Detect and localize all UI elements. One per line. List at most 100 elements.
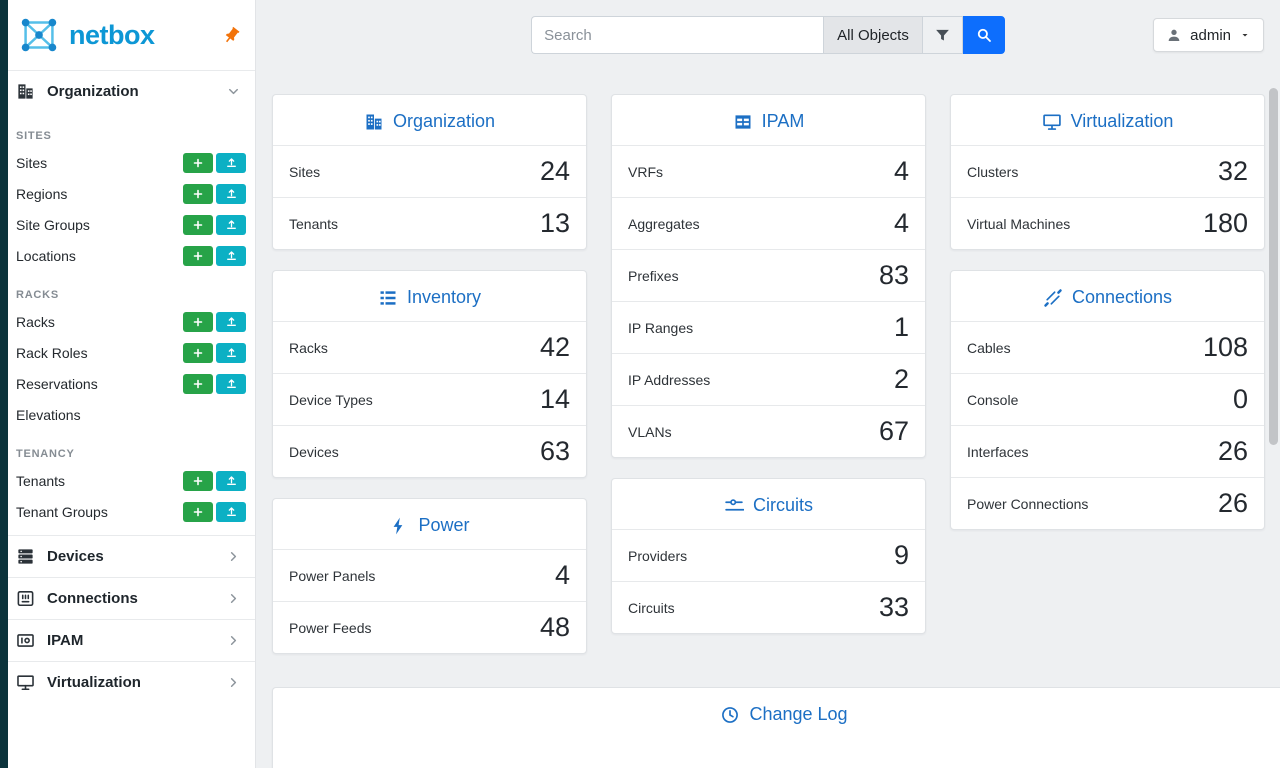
stat-label[interactable]: Tenants — [289, 215, 339, 232]
add-button[interactable] — [183, 501, 213, 522]
import-button[interactable] — [216, 311, 246, 332]
import-button[interactable] — [216, 183, 246, 204]
item-label[interactable]: Racks — [16, 313, 55, 330]
stat-value[interactable]: 9 — [893, 540, 909, 570]
stat-label[interactable]: VRFs — [628, 163, 663, 180]
item-label[interactable]: Rack Roles — [16, 344, 88, 361]
filter-button[interactable] — [922, 16, 963, 54]
stat-value[interactable]: 32 — [1217, 156, 1248, 186]
stat-label[interactable]: Prefixes — [628, 267, 679, 284]
stat-value[interactable]: 24 — [539, 156, 570, 186]
item-label[interactable]: Sites — [16, 154, 48, 171]
search-scope-button[interactable]: All Objects — [823, 16, 923, 54]
stat-label[interactable]: IP Addresses — [628, 371, 711, 388]
stat-label[interactable]: Console — [967, 391, 1019, 408]
stat-value[interactable]: 4 — [893, 156, 909, 186]
item-label[interactable]: Regions — [16, 185, 68, 202]
sidebar-section-organization[interactable]: Organization — [0, 70, 255, 112]
plus-icon — [192, 250, 204, 262]
import-button[interactable] — [216, 214, 246, 235]
add-button[interactable] — [183, 183, 213, 204]
stat-label[interactable]: Providers — [628, 547, 688, 564]
pin-icon[interactable] — [218, 22, 245, 49]
stat-value[interactable]: 67 — [878, 416, 909, 446]
stat-label[interactable]: Aggregates — [628, 215, 700, 232]
stat-label[interactable]: Power Connections — [967, 495, 1089, 512]
logo-text[interactable]: netbox — [69, 19, 155, 50]
stat-value[interactable]: 0 — [1232, 384, 1248, 414]
stat-value[interactable]: 4 — [554, 560, 570, 590]
plus-icon — [192, 347, 204, 359]
stat-value[interactable]: 42 — [539, 332, 570, 362]
stat-value[interactable]: 108 — [1202, 332, 1248, 362]
sidebar-section-connections[interactable]: Connections — [0, 577, 255, 619]
stat-value[interactable]: 63 — [539, 436, 570, 466]
sidebar-item-reservations: Reservations — [0, 368, 255, 399]
person-icon — [1166, 27, 1182, 43]
card-title: IPAM — [761, 111, 805, 131]
stat-label[interactable]: Circuits — [628, 599, 675, 616]
add-button[interactable] — [183, 152, 213, 173]
stat-row: Power Connections 26 — [951, 477, 1264, 529]
scrollbar-thumb[interactable] — [1269, 88, 1278, 445]
stat-value[interactable]: 2 — [893, 364, 909, 394]
section-label: Organization — [47, 83, 139, 100]
search-submit-button[interactable] — [962, 16, 1005, 54]
stat-label[interactable]: Power Feeds — [289, 619, 372, 636]
stat-label[interactable]: Sites — [289, 163, 321, 180]
stat-value[interactable]: 48 — [539, 612, 570, 642]
import-button[interactable] — [216, 342, 246, 363]
user-menu-button[interactable]: admin — [1153, 18, 1264, 52]
table-grid-icon — [733, 112, 753, 132]
group-heading-racks: RACKS — [16, 289, 59, 301]
add-button[interactable] — [183, 245, 213, 266]
stat-label[interactable]: Clusters — [967, 163, 1019, 180]
sidebar-section-devices[interactable]: Devices — [0, 535, 255, 577]
global-search: All Objects — [531, 16, 1005, 54]
stat-value[interactable]: 14 — [539, 384, 570, 414]
stat-value[interactable]: 83 — [878, 260, 909, 290]
stat-label[interactable]: IP Ranges — [628, 319, 694, 336]
add-button[interactable] — [183, 373, 213, 394]
stat-label[interactable]: Interfaces — [967, 443, 1029, 460]
search-input[interactable] — [531, 16, 824, 54]
add-button[interactable] — [183, 214, 213, 235]
item-label[interactable]: Tenants — [16, 472, 66, 489]
item-label[interactable]: Reservations — [16, 375, 98, 392]
sidebar-section-ipam[interactable]: IPAM — [0, 619, 255, 661]
card-header: Connections — [951, 271, 1264, 321]
import-button[interactable] — [216, 470, 246, 491]
stat-label[interactable]: Racks — [289, 339, 328, 356]
stat-value[interactable]: 26 — [1217, 488, 1248, 518]
import-button[interactable] — [216, 245, 246, 266]
card-header: Circuits — [612, 479, 925, 529]
stat-value[interactable]: 1 — [893, 312, 909, 342]
stat-value[interactable]: 13 — [539, 208, 570, 238]
stat-label[interactable]: VLANs — [628, 423, 672, 440]
import-button[interactable] — [216, 152, 246, 173]
item-label[interactable]: Elevations — [16, 406, 81, 423]
section-label: Devices — [47, 548, 104, 565]
stat-value[interactable]: 4 — [893, 208, 909, 238]
add-button[interactable] — [183, 470, 213, 491]
item-label[interactable]: Site Groups — [16, 216, 90, 233]
stat-label[interactable]: Power Panels — [289, 567, 376, 584]
item-label[interactable]: Tenant Groups — [16, 503, 108, 520]
sidebar-section-virtualization[interactable]: Virtualization — [0, 661, 255, 703]
circuits-icon — [724, 496, 744, 516]
stat-value[interactable]: 26 — [1217, 436, 1248, 466]
item-label[interactable]: Locations — [16, 247, 76, 264]
stat-label[interactable]: Cables — [967, 339, 1011, 356]
add-button[interactable] — [183, 311, 213, 332]
upload-icon — [225, 377, 238, 390]
stat-label[interactable]: Devices — [289, 443, 339, 460]
stat-value[interactable]: 33 — [878, 592, 909, 622]
add-button[interactable] — [183, 342, 213, 363]
stat-label[interactable]: Device Types — [289, 391, 373, 408]
stat-value[interactable]: 180 — [1202, 208, 1248, 238]
netbox-graph-icon[interactable] — [16, 14, 62, 56]
card-power: Power Power Panels 4 Power Feeds 48 — [272, 498, 587, 654]
import-button[interactable] — [216, 501, 246, 522]
stat-label[interactable]: Virtual Machines — [967, 215, 1071, 232]
import-button[interactable] — [216, 373, 246, 394]
